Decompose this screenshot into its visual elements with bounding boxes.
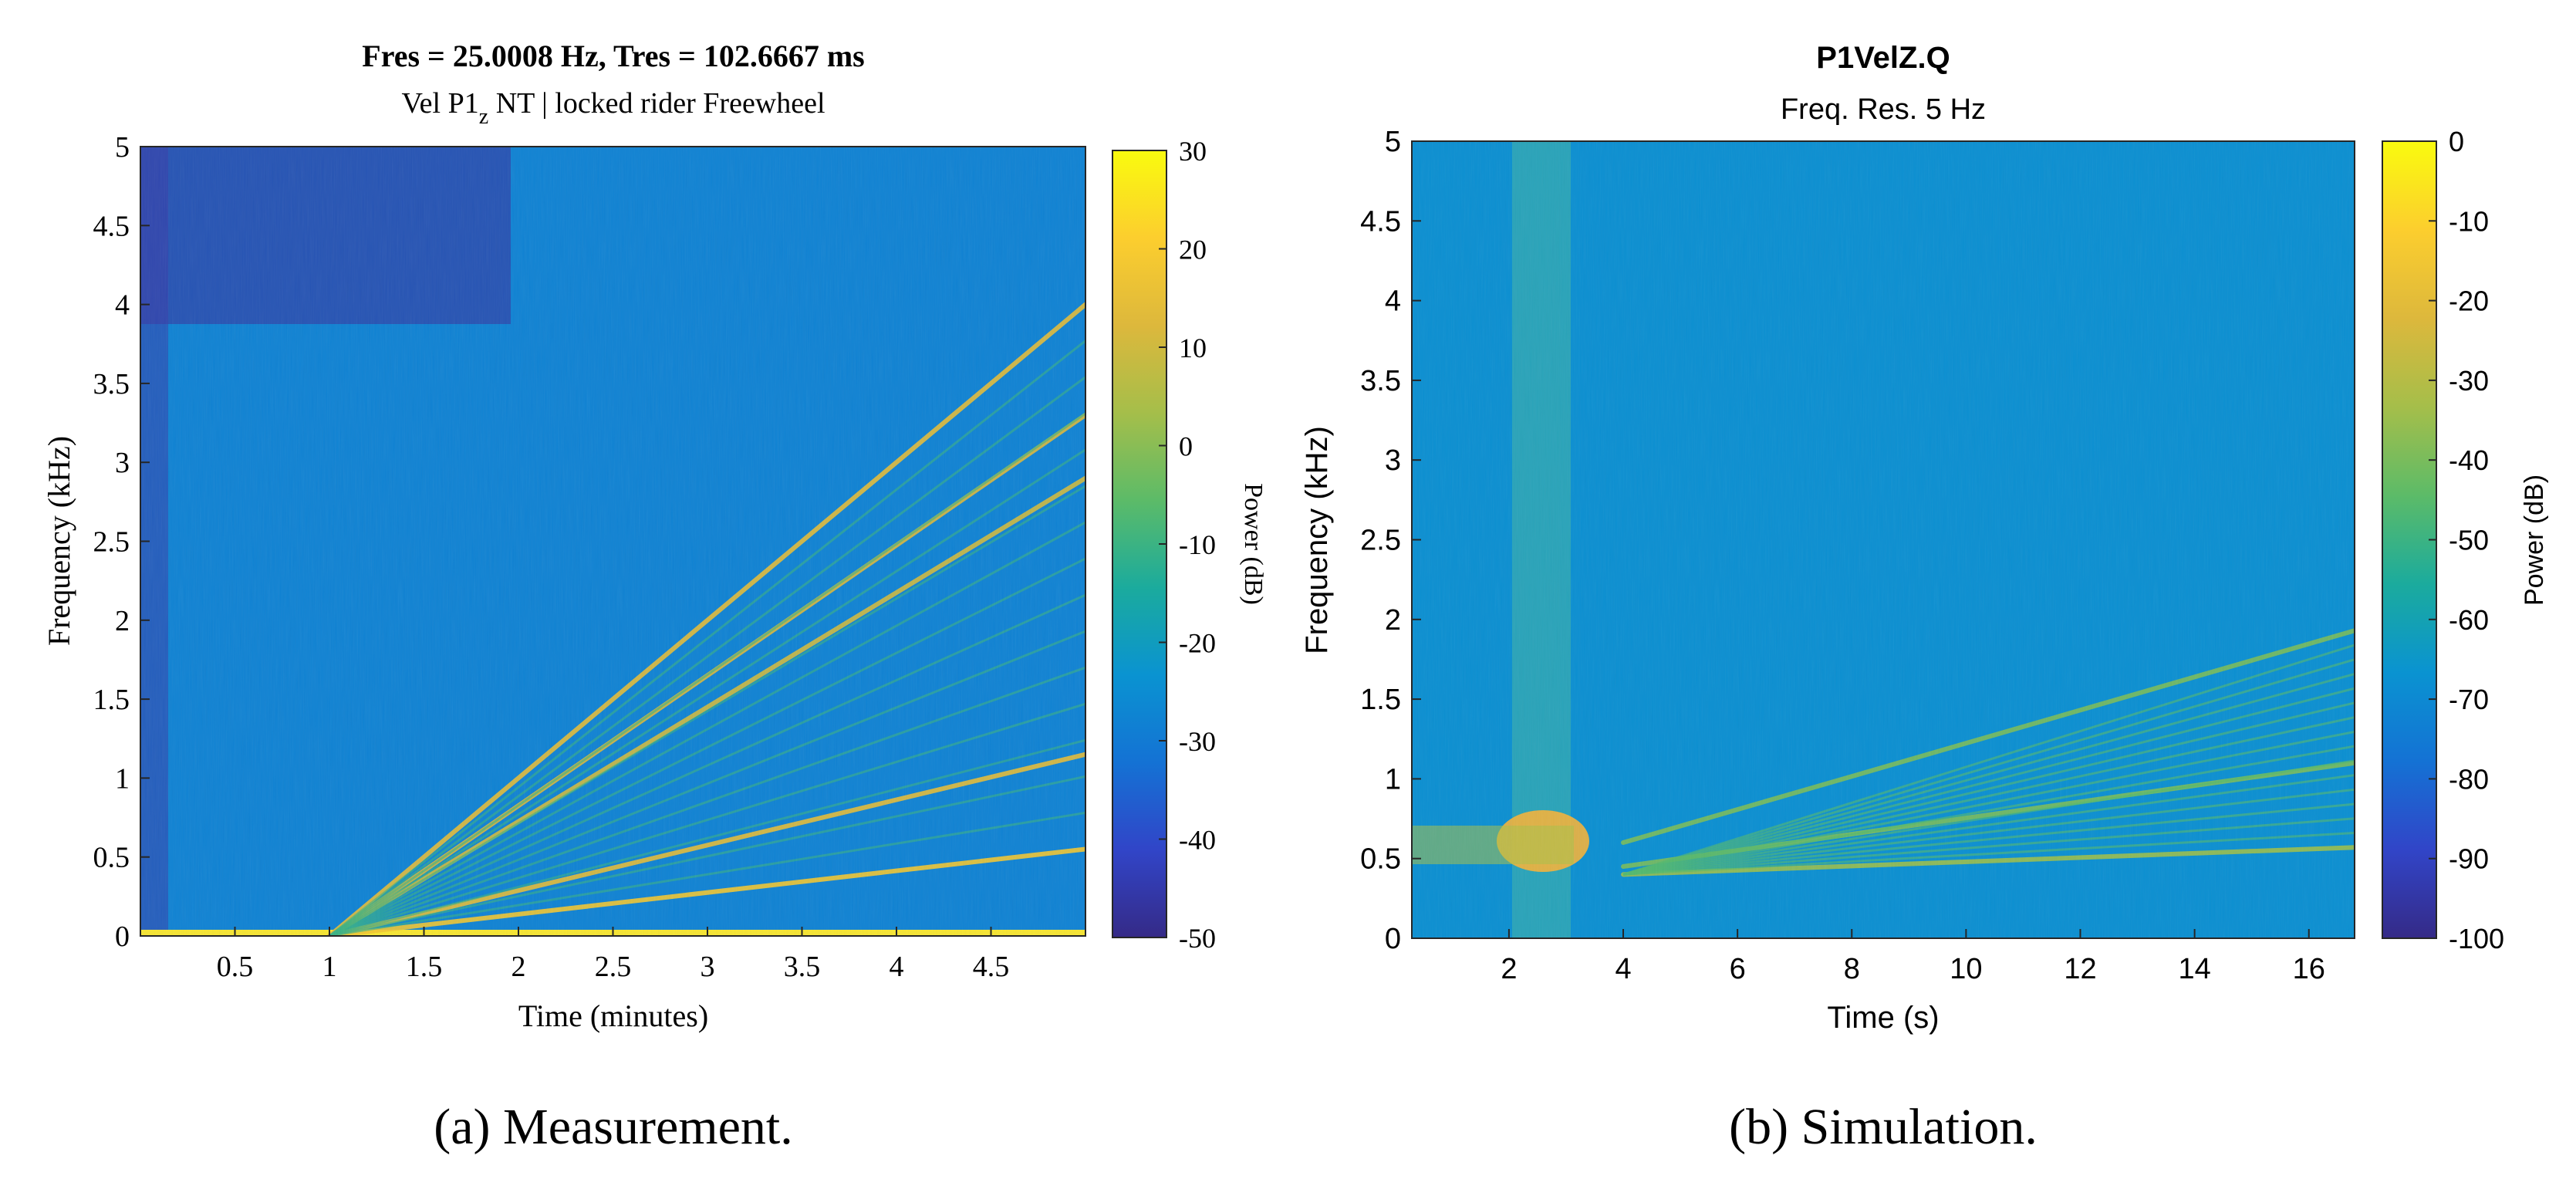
chart-a-colorbar-ticks: 30 20 10 0 -10 -20 -30 -40 -50 (1159, 136, 1216, 954)
chart-b-colorbar (2382, 141, 2436, 938)
chart-b-title: P1VelZ.Q (1816, 41, 1950, 75)
chart-a-y-tick-label: 2.5 (93, 526, 130, 559)
chart-b-y-tick-label: 2 (1385, 604, 1401, 637)
chart-b-x-tick-label: 6 (1730, 953, 1746, 985)
chart-a-colorbar-tick-label: -10 (1179, 529, 1216, 560)
chart-b-y-tick-label: 2.5 (1360, 525, 1401, 557)
chart-a-caption-label: (a) (434, 1099, 490, 1155)
chart-a-x-tick-label: 2.5 (595, 951, 632, 983)
chart-a-x-label: Time (minutes) (518, 998, 708, 1033)
chart-b-colorbar-tick-label: -60 (2449, 604, 2489, 636)
chart-b-caption-text: Simulation. (1788, 1099, 2038, 1155)
chart-a-colorbar-tick-label: -50 (1179, 923, 1216, 954)
chart-b-colorbar-ticks: 0 -10 -20 -30 -40 -50 -60 -70 -80 -90 -100 (2429, 126, 2504, 954)
chart-b-x-tick-label: 14 (2178, 953, 2210, 985)
chart-a-x-tick-label: 1.5 (406, 951, 443, 983)
chart-b-x-ticks: 2 4 6 8 10 12 14 16 (1501, 929, 2325, 985)
chart-a-noise (140, 147, 1085, 936)
chart-b-colorbar-tick-label: -20 (2449, 285, 2489, 317)
chart-a-y-tick-label: 1 (115, 762, 130, 795)
chart-b-y-ticks: 0 0.5 1 1.5 2 2.5 3 3.5 4 4.5 5 (1360, 126, 1421, 955)
chart-b: P1VelZ.Q Freq. Res. 5 Hz 2 4 6 8 10 12 14 16 00… (1300, 41, 2549, 1155)
chart-b-y-tick-label: 3.5 (1360, 365, 1401, 397)
chart-a-colorbar (1112, 150, 1166, 937)
chart-b-colorbar-tick-label: -90 (2449, 843, 2489, 875)
chart-a-subtitle-sub: z (479, 105, 488, 129)
chart-b-x-tick-label: 2 (1501, 953, 1517, 985)
chart-a: Fres = 25.0008 Hz, Tres = 102.6667 ms Ve… (42, 39, 1268, 1155)
chart-a-subtitle-rest: NT | locked rider Freewheel (488, 87, 825, 120)
chart-a-colorbar-tick-label: -40 (1179, 825, 1216, 856)
chart-a-y-tick-label: 4 (115, 289, 130, 322)
chart-a-x-tick-label: 3 (701, 951, 715, 983)
chart-a-y-ticks: 0 0.5 1 1.5 2 2.5 3 3.5 4 4.5 5 (93, 131, 150, 953)
chart-a-y-tick-label: 3 (115, 447, 130, 479)
chart-a-colorbar-tick-label: 10 (1179, 333, 1207, 363)
chart-b-y-tick-label: 0 (1385, 923, 1401, 955)
chart-b-y-tick-label: 3 (1385, 444, 1401, 477)
chart-b-colorbar-tick-label: -10 (2449, 205, 2489, 237)
chart-b-y-tick-label: 5 (1385, 126, 1401, 158)
chart-b-y-tick-label: 1 (1385, 763, 1401, 796)
chart-b-colorbar-tick-label: 0 (2449, 126, 2464, 157)
chart-a-x-tick-label: 2 (511, 951, 526, 983)
chart-b-y-label: Frequency (kHz) (1300, 426, 1334, 654)
chart-a-colorbar-tick-label: -30 (1179, 726, 1216, 757)
chart-b-colorbar-tick-label: -40 (2449, 444, 2489, 476)
chart-a-caption: (a) Measurement. (434, 1099, 792, 1155)
chart-a-y-label: Frequency (kHz) (42, 436, 76, 646)
chart-b-plot-area (1412, 141, 2355, 938)
chart-b-x-tick-label: 10 (1950, 953, 1982, 985)
chart-a-plot-area (140, 147, 1085, 936)
chart-b-colorbar-tick-label: -50 (2449, 525, 2489, 556)
chart-b-colorbar-tick-label: -70 (2449, 684, 2489, 715)
chart-b-subtitle: Freq. Res. 5 Hz (1781, 93, 1986, 126)
chart-b-colorbar-label: Power (dB) (2520, 475, 2549, 606)
chart-a-colorbar-tick-label: 0 (1179, 431, 1193, 462)
chart-a-y-tick-label: 5 (115, 131, 130, 164)
chart-a-x-tick-label: 1 (322, 951, 337, 983)
chart-b-x-tick-label: 16 (2293, 953, 2325, 985)
chart-b-y-tick-label: 4.5 (1360, 205, 1401, 238)
chart-a-y-tick-label: 2 (115, 605, 130, 637)
chart-a-y-tick-label: 0.5 (93, 842, 130, 874)
chart-b-caption: (b) Simulation. (1729, 1099, 2038, 1155)
chart-a-x-tick-label: 0.5 (217, 951, 254, 983)
chart-a-y-tick-label: 0 (115, 921, 130, 953)
chart-b-y-tick-label: 4 (1385, 285, 1401, 318)
chart-b-x-tick-label: 8 (1844, 953, 1860, 985)
chart-b-x-label: Time (s) (1827, 1001, 1939, 1035)
chart-a-x-ticks: 0.5 1 1.5 2 2.5 3 3.5 4 4.5 (217, 927, 1010, 983)
chart-a-x-tick-label: 4.5 (973, 951, 1010, 983)
chart-a-subtitle-main: Vel P1 (401, 87, 478, 120)
chart-a-colorbar-tick-label: 30 (1179, 136, 1207, 167)
chart-a-caption-text: Measurement. (491, 1099, 793, 1155)
chart-b-x-tick-label: 12 (2064, 953, 2096, 985)
chart-b-colorbar-tick-label: -100 (2449, 923, 2504, 954)
chart-b-y-tick-label: 1.5 (1360, 684, 1401, 716)
chart-b-caption-label: (b) (1729, 1099, 1788, 1155)
chart-b-colorbar-tick-label: -30 (2449, 365, 2489, 397)
chart-a-colorbar-tick-label: 20 (1179, 235, 1207, 265)
chart-a-x-tick-label: 3.5 (784, 951, 821, 983)
chart-a-colorbar-tick-label: -20 (1179, 628, 1216, 659)
chart-b-y-tick-label: 0.5 (1360, 843, 1401, 876)
chart-b-colorbar-tick-label: -80 (2449, 763, 2489, 795)
chart-a-x-tick-label: 4 (890, 951, 904, 983)
chart-a-y-tick-label: 3.5 (93, 368, 130, 400)
chart-a-y-tick-label: 4.5 (93, 210, 130, 242)
chart-b-noise (1412, 141, 2355, 938)
chart-a-title: Fres = 25.0008 Hz, Tres = 102.6667 ms (362, 39, 864, 73)
chart-a-subtitle: Vel P1z NT | locked rider Freewheel (401, 87, 825, 129)
chart-a-colorbar-label: Power (dB) (1239, 483, 1268, 605)
chart-a-y-tick-label: 1.5 (93, 684, 130, 716)
chart-b-x-tick-label: 4 (1615, 953, 1631, 985)
